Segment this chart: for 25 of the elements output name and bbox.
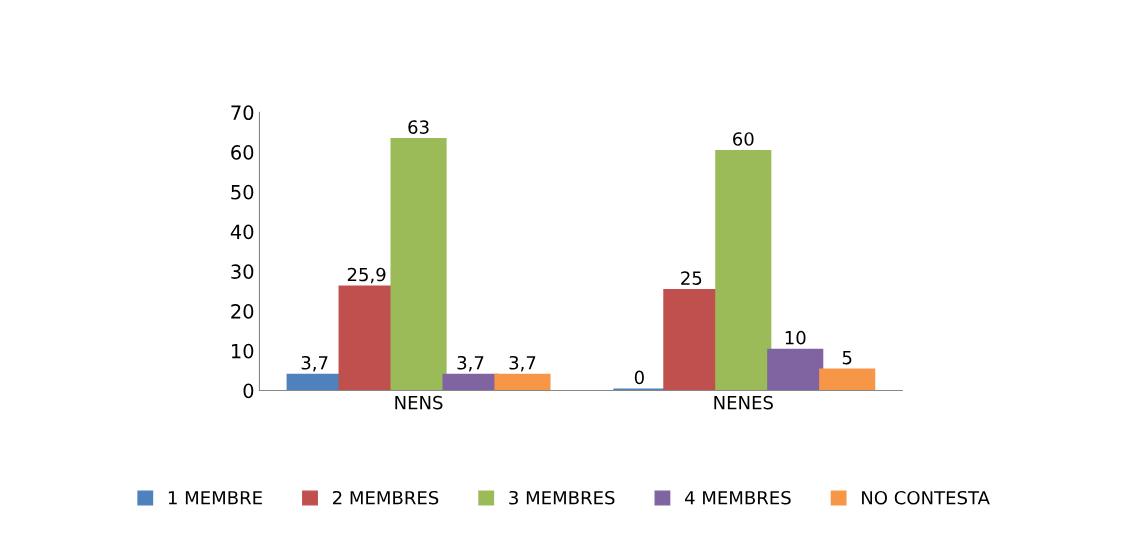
data-label: 3,7: [457, 355, 484, 372]
y-tick-label: 40: [230, 224, 254, 240]
legend-label: 4 MEMBRES: [684, 490, 791, 505]
y-tick-label: 0: [243, 383, 254, 399]
data-label: 63: [408, 120, 429, 134]
y-tick-label: 70: [231, 105, 254, 121]
y-tick-label: 50: [231, 184, 254, 200]
data-label: 10: [785, 330, 806, 345]
data-label: 25: [681, 271, 702, 285]
data-label: 5: [842, 350, 852, 365]
x-tick-label: NENES: [714, 395, 773, 410]
data-label: 3,7: [509, 355, 536, 372]
legend-label: 1 MEMBRE: [168, 491, 262, 505]
y-tick-label: 10: [231, 343, 254, 359]
legend-label: NO CONTESTA: [862, 490, 990, 505]
y-tick-label: 20: [231, 304, 254, 319]
legend-label: 2 MEMBRES: [332, 490, 439, 505]
y-tick-label: 30: [231, 264, 254, 279]
legend-label: 3 MEMBRES: [509, 490, 615, 505]
y-tick-label: 60: [231, 145, 254, 160]
data-label: 0: [634, 370, 644, 385]
data-label: 25,9: [347, 267, 386, 284]
data-label: 60: [733, 132, 754, 146]
x-tick-label: NENS: [395, 395, 443, 410]
data-label: 3,7: [301, 355, 328, 372]
